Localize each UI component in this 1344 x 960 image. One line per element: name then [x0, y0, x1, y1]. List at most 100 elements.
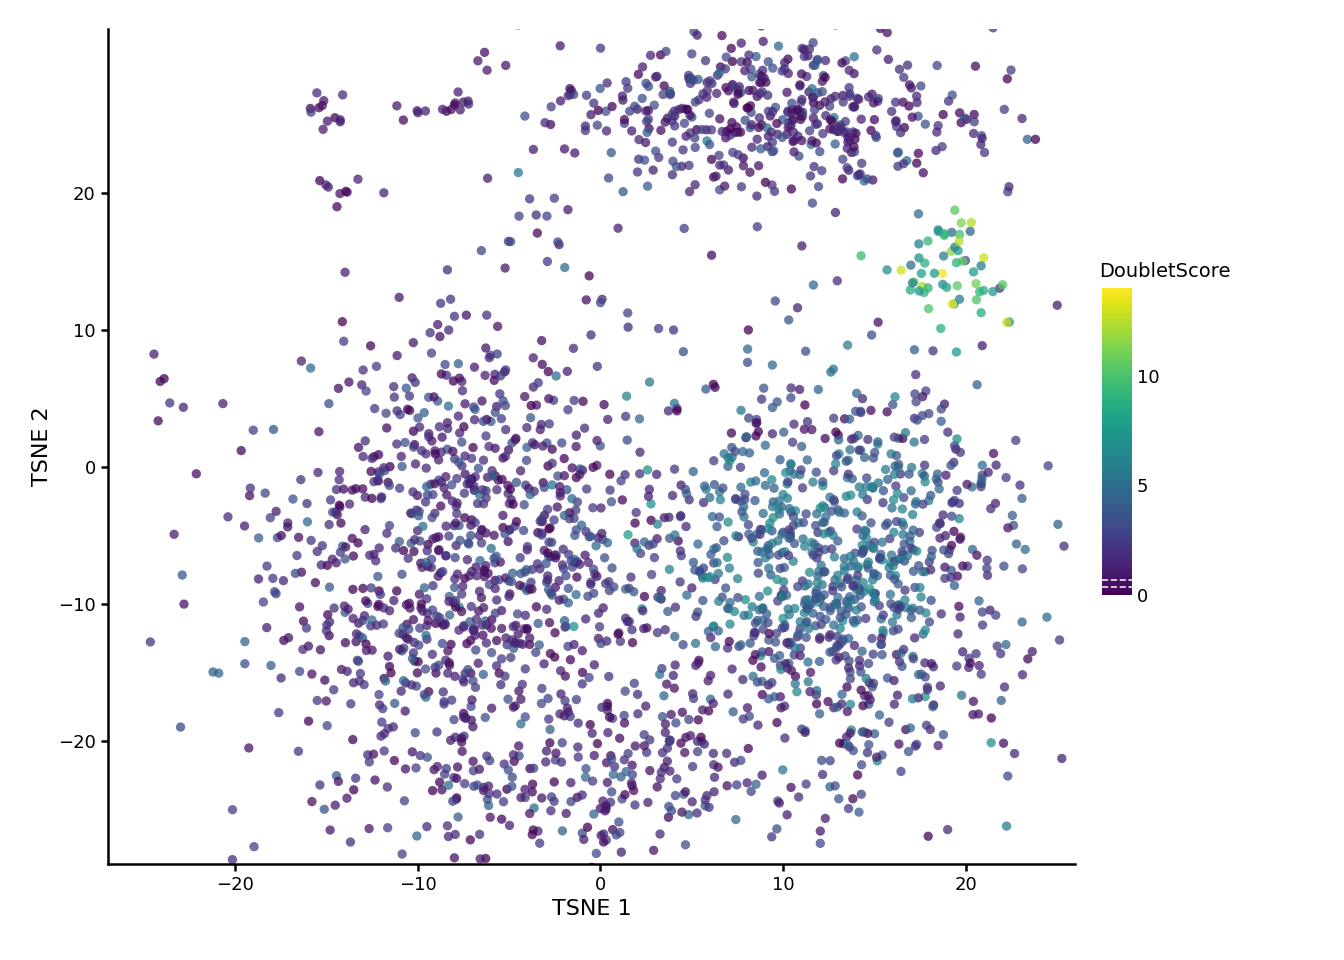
Point	[857, 561, 879, 576]
Point	[401, 536, 422, 551]
Point	[805, 517, 827, 533]
Point	[599, 709, 621, 725]
Point	[798, 41, 820, 57]
Point	[871, 647, 892, 662]
Point	[349, 666, 371, 682]
Point	[962, 541, 984, 557]
Point	[491, 411, 512, 426]
Point	[849, 664, 871, 680]
Point	[364, 773, 386, 788]
Point	[391, 847, 413, 862]
Point	[1009, 477, 1031, 492]
Point	[801, 544, 823, 560]
Point	[586, 433, 607, 448]
Point	[492, 450, 513, 466]
Point	[538, 572, 559, 588]
Point	[449, 599, 470, 614]
Point	[577, 820, 598, 835]
Point	[403, 645, 425, 660]
Point	[685, 609, 707, 624]
Point	[896, 548, 918, 564]
Point	[949, 532, 970, 547]
Point	[941, 563, 962, 578]
Point	[833, 564, 855, 579]
Point	[773, 611, 794, 626]
Point	[906, 543, 927, 559]
Point	[366, 553, 387, 568]
Point	[559, 505, 581, 520]
Point	[708, 148, 730, 163]
Point	[495, 630, 516, 645]
Point	[437, 818, 458, 833]
Point	[527, 824, 548, 839]
Point	[445, 550, 466, 565]
Point	[450, 734, 472, 750]
Point	[769, 795, 790, 810]
Point	[476, 307, 497, 323]
Point	[832, 632, 853, 647]
Point	[297, 515, 319, 530]
Point	[564, 145, 586, 160]
Point	[862, 586, 883, 601]
Point	[839, 88, 860, 104]
Point	[831, 56, 852, 71]
Point	[649, 47, 671, 62]
Point	[866, 130, 887, 145]
Point	[552, 557, 574, 572]
Point	[234, 656, 255, 671]
Point	[911, 389, 933, 404]
Point	[521, 435, 543, 450]
Point	[405, 725, 426, 740]
Point	[441, 477, 462, 492]
Point	[368, 540, 390, 556]
Point	[526, 207, 547, 223]
Point	[314, 672, 336, 687]
Point	[836, 489, 857, 504]
Point	[810, 590, 832, 606]
Point	[301, 666, 323, 682]
Point	[845, 386, 867, 401]
Point	[370, 491, 391, 506]
Point	[1017, 651, 1039, 666]
Point	[730, 84, 751, 100]
Point	[614, 467, 636, 482]
Point	[598, 669, 620, 684]
Point	[857, 737, 879, 753]
Point	[763, 183, 785, 199]
Point	[753, 621, 774, 636]
Point	[808, 588, 829, 604]
Point	[771, 762, 793, 778]
Point	[832, 613, 853, 629]
Point	[481, 620, 503, 636]
Point	[462, 763, 484, 779]
Point	[993, 680, 1015, 695]
Point	[762, 144, 784, 159]
Point	[398, 551, 419, 566]
Point	[786, 629, 808, 644]
Point	[566, 427, 587, 443]
Point	[659, 734, 680, 750]
Point	[817, 694, 839, 709]
Point	[478, 577, 500, 592]
Point	[903, 342, 925, 357]
Point	[892, 490, 914, 505]
Point	[1011, 614, 1032, 630]
Point	[851, 599, 872, 614]
Point	[378, 474, 399, 490]
Point	[766, 116, 788, 132]
Point	[622, 635, 644, 650]
Point	[474, 709, 496, 725]
Point	[933, 107, 954, 122]
Point	[622, 767, 644, 782]
Point	[640, 496, 661, 512]
Point	[466, 778, 488, 793]
Point	[745, 615, 766, 631]
Point	[313, 802, 335, 817]
Point	[751, 767, 773, 782]
Point	[781, 780, 802, 795]
Point	[267, 705, 289, 720]
Point	[789, 77, 810, 92]
Point	[418, 429, 439, 444]
Point	[660, 707, 681, 722]
Point	[972, 338, 993, 353]
